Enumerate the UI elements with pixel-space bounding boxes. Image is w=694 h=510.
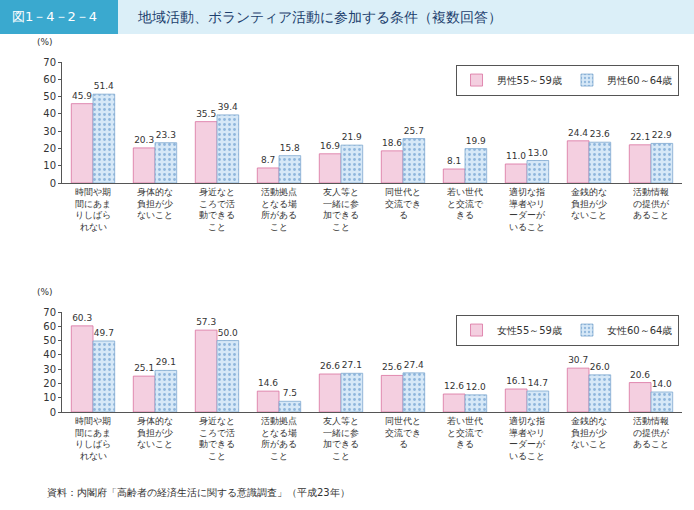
svg-text:40: 40 [43, 108, 56, 119]
svg-text:適切な指導者やリーダーがいること: 適切な指導者やリーダーがいること [509, 416, 546, 461]
svg-text:同世代と交流できる: 同世代と交流できる [385, 416, 421, 449]
svg-text:22.9: 22.9 [652, 130, 672, 140]
svg-text:20.3: 20.3 [134, 135, 154, 145]
svg-text:11.0: 11.0 [506, 151, 526, 161]
svg-text:(%): (%) [37, 287, 53, 297]
svg-text:29.1: 29.1 [156, 357, 176, 367]
svg-text:30.7: 30.7 [568, 355, 588, 365]
svg-text:39.4: 39.4 [218, 102, 238, 112]
svg-text:19.9: 19.9 [466, 136, 486, 146]
svg-text:女性60～64歳: 女性60～64歳 [607, 325, 672, 336]
svg-text:25.6: 25.6 [382, 362, 402, 372]
svg-text:身近なところで活動できること: 身近なところで活動できること [199, 416, 235, 461]
svg-text:時間や期間にあまりしばられない: 時間や期間にあまりしばられない [75, 187, 111, 232]
svg-text:活動情報の提供があること: 活動情報の提供があること [633, 416, 670, 449]
svg-text:12.0: 12.0 [466, 382, 486, 392]
svg-text:0: 0 [50, 178, 56, 189]
svg-text:0: 0 [50, 407, 56, 418]
svg-text:20.6: 20.6 [630, 370, 650, 380]
svg-text:14.7: 14.7 [528, 378, 548, 388]
svg-text:男性55～59歳: 男性55～59歳 [497, 75, 562, 86]
svg-text:16.9: 16.9 [320, 141, 340, 151]
svg-text:20: 20 [43, 143, 56, 154]
svg-text:30: 30 [43, 126, 56, 137]
svg-text:30: 30 [43, 364, 56, 375]
svg-text:25.1: 25.1 [134, 363, 154, 373]
svg-text:7.5: 7.5 [283, 388, 297, 398]
svg-text:8.1: 8.1 [447, 156, 461, 166]
svg-text:資料：内閣府「高齢者の経済生活に関する意識調査」（平成23年: 資料：内閣府「高齢者の経済生活に関する意識調査」（平成23年） [47, 487, 350, 498]
svg-text:57.3: 57.3 [196, 317, 216, 327]
svg-text:10: 10 [43, 392, 56, 403]
svg-text:50.0: 50.0 [218, 328, 238, 338]
svg-text:24.4: 24.4 [568, 128, 588, 138]
svg-text:若い世代と交流できる: 若い世代と交流できる [447, 187, 484, 220]
svg-text:12.6: 12.6 [444, 381, 464, 391]
svg-text:60.3: 60.3 [72, 313, 92, 323]
svg-text:18.6: 18.6 [382, 138, 402, 148]
svg-text:金銭的な負担が少ないこと: 金銭的な負担が少ないこと [571, 416, 607, 449]
svg-text:活動拠点となる場所があること: 活動拠点となる場所があること [261, 187, 297, 232]
svg-text:50: 50 [43, 91, 56, 102]
svg-text:身体的な負担が少ないこと: 身体的な負担が少ないこと [137, 416, 173, 449]
svg-text:友人等と一緒に参加できること: 友人等と一緒に参加できること [323, 416, 359, 461]
svg-text:図1－4－2－4: 図1－4－2－4 [12, 9, 97, 24]
svg-text:地域活動、ボランティア活動に参加する条件（複数回答）: 地域活動、ボランティア活動に参加する条件（複数回答） [137, 9, 502, 25]
svg-text:活動情報の提供があること: 活動情報の提供があること [633, 187, 670, 220]
svg-text:70: 70 [43, 307, 56, 318]
svg-text:適切な指導者やリーダーがいること: 適切な指導者やリーダーがいること [509, 187, 546, 232]
svg-text:49.7: 49.7 [94, 328, 114, 338]
svg-text:16.1: 16.1 [506, 376, 526, 386]
svg-text:8.7: 8.7 [261, 155, 275, 165]
svg-text:70: 70 [43, 57, 56, 68]
svg-text:金銭的な負担が少ないこと: 金銭的な負担が少ないこと [571, 187, 607, 220]
svg-text:45.9: 45.9 [72, 91, 92, 101]
svg-text:25.7: 25.7 [404, 126, 424, 136]
svg-text:26.6: 26.6 [320, 361, 340, 371]
svg-text:10: 10 [43, 160, 56, 171]
svg-text:51.4: 51.4 [94, 81, 114, 91]
svg-text:友人等と一緒に参加できること: 友人等と一緒に参加できること [323, 187, 359, 232]
svg-text:身体的な負担が少ないこと: 身体的な負担が少ないこと [137, 187, 173, 220]
svg-text:23.3: 23.3 [156, 130, 176, 140]
svg-text:13.0: 13.0 [528, 148, 548, 158]
svg-text:(%): (%) [37, 37, 53, 47]
svg-text:14.0: 14.0 [652, 379, 672, 389]
svg-text:60: 60 [43, 321, 56, 332]
svg-text:14.6: 14.6 [258, 378, 278, 388]
svg-text:23.6: 23.6 [590, 129, 610, 139]
svg-text:27.1: 27.1 [342, 360, 362, 370]
svg-text:50: 50 [43, 335, 56, 346]
svg-text:22.1: 22.1 [630, 132, 650, 142]
svg-text:15.8: 15.8 [280, 143, 300, 153]
svg-text:男性60～64歳: 男性60～64歳 [607, 75, 672, 86]
svg-text:35.5: 35.5 [196, 109, 216, 119]
svg-text:同世代と交流できる: 同世代と交流できる [385, 187, 421, 220]
svg-text:20: 20 [43, 378, 56, 389]
svg-text:女性55～59歳: 女性55～59歳 [497, 325, 562, 336]
svg-text:身近なところで活動できること: 身近なところで活動できること [199, 187, 235, 232]
svg-text:40: 40 [43, 349, 56, 360]
svg-text:21.9: 21.9 [342, 132, 362, 142]
svg-text:60: 60 [43, 74, 56, 85]
svg-text:若い世代と交流できる: 若い世代と交流できる [447, 416, 484, 449]
svg-text:活動拠点となる場所があること: 活動拠点となる場所があること [261, 416, 297, 461]
svg-text:時間や期間にあまりしばられない: 時間や期間にあまりしばられない [75, 416, 111, 461]
svg-text:26.0: 26.0 [590, 362, 610, 372]
svg-text:27.4: 27.4 [404, 360, 424, 370]
